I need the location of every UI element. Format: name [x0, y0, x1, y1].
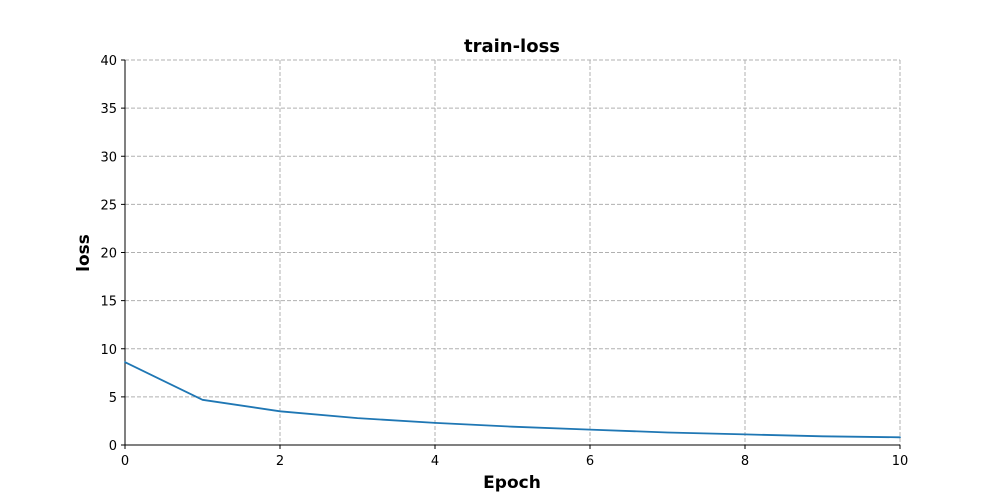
y-tick-label: 10 [100, 343, 117, 358]
y-axis-label: loss [74, 234, 94, 272]
y-tick-label: 30 [100, 150, 117, 165]
y-ticks: 0 5 10 15 20 25 30 35 40 [100, 54, 125, 454]
x-tick-label: 6 [586, 454, 594, 469]
x-tick-label: 8 [741, 454, 749, 469]
y-tick-label: 5 [109, 391, 117, 406]
loss-series-line [124, 361, 901, 439]
chart-title: train-loss [464, 36, 560, 57]
x-tick-label: 4 [431, 454, 439, 469]
x-axis-label: Epoch [483, 473, 541, 493]
x-ticks: 0 2 4 6 8 10 [121, 445, 908, 469]
series [124, 361, 901, 439]
grid [125, 59, 901, 445]
y-tick-label: 35 [100, 102, 117, 117]
y-tick-label: 20 [100, 247, 117, 262]
x-tick-label: 10 [892, 454, 909, 469]
y-tick-label: 40 [100, 54, 117, 69]
y-tick-label: 25 [100, 198, 117, 213]
y-tick-label: 15 [100, 295, 117, 310]
x-tick-label: 0 [121, 454, 129, 469]
y-tick-label: 0 [109, 439, 117, 454]
x-tick-label: 2 [276, 454, 284, 469]
